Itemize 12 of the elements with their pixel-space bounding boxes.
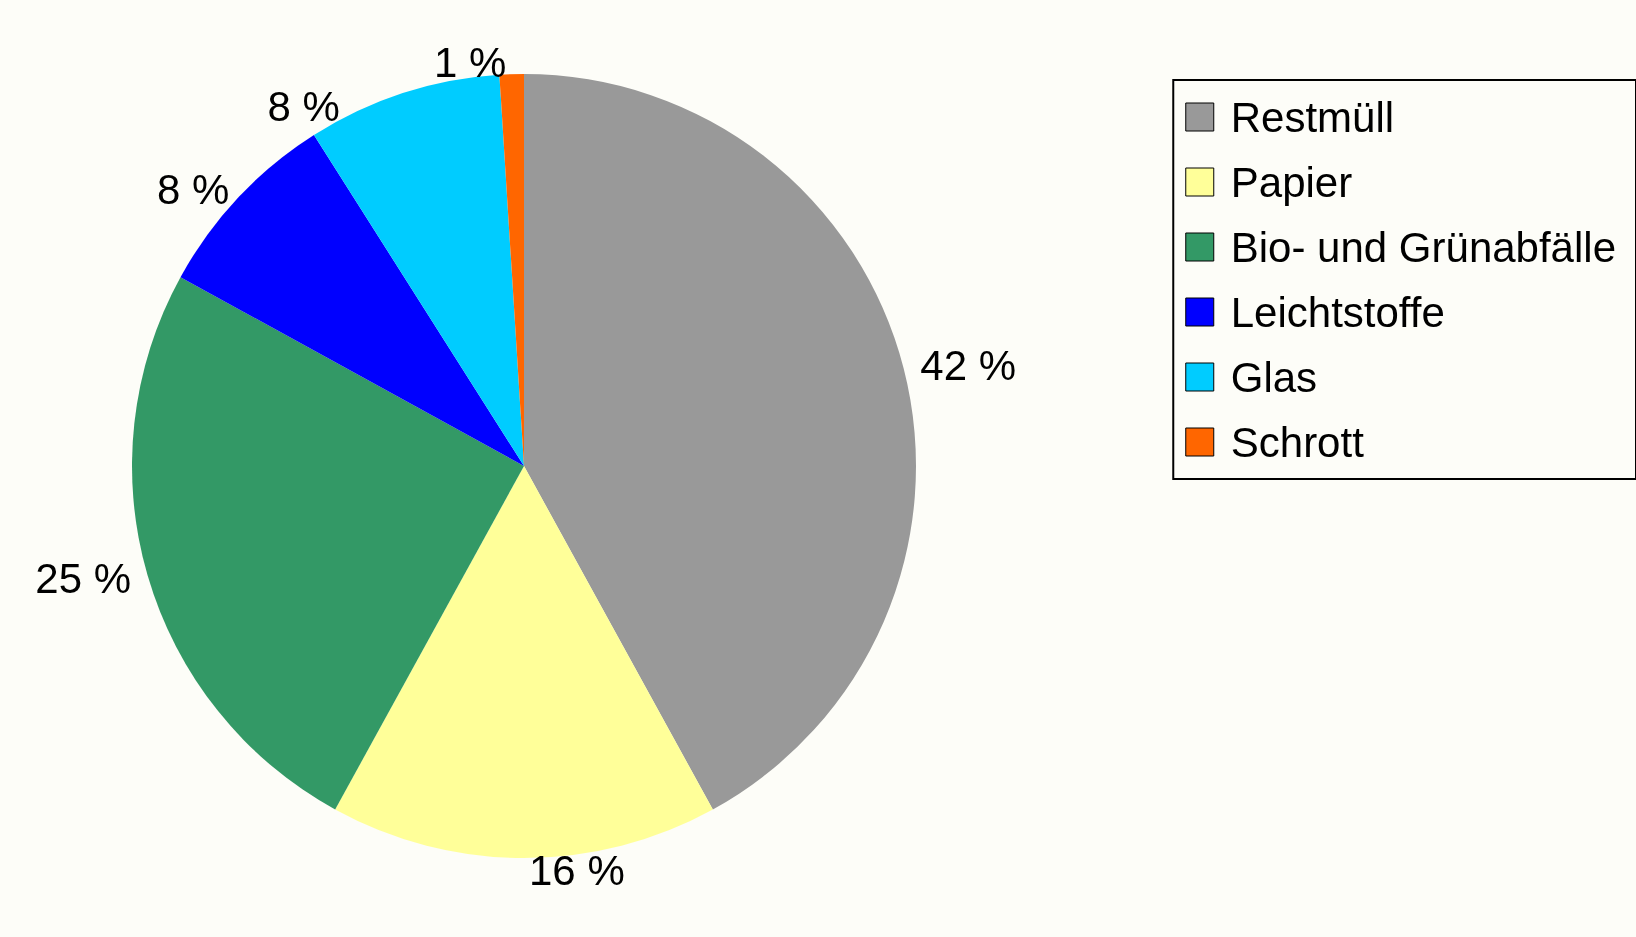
legend-label: Restmüll	[1230, 93, 1395, 141]
data-label: 8 %	[267, 82, 340, 130]
legend-label: Glas	[1230, 353, 1318, 401]
legend-label: Bio- und Grünabfälle	[1230, 223, 1617, 271]
legend-label: Papier	[1230, 158, 1353, 206]
data-label: 25 %	[35, 555, 132, 603]
data-label: 42 %	[920, 342, 1017, 390]
data-label: 16 %	[529, 846, 625, 894]
data-label: 1 %	[433, 38, 507, 86]
legend-label: Leichtstoffe	[1230, 288, 1445, 336]
legend-label: Schrott	[1230, 418, 1365, 466]
data-label: 8 %	[157, 165, 230, 213]
